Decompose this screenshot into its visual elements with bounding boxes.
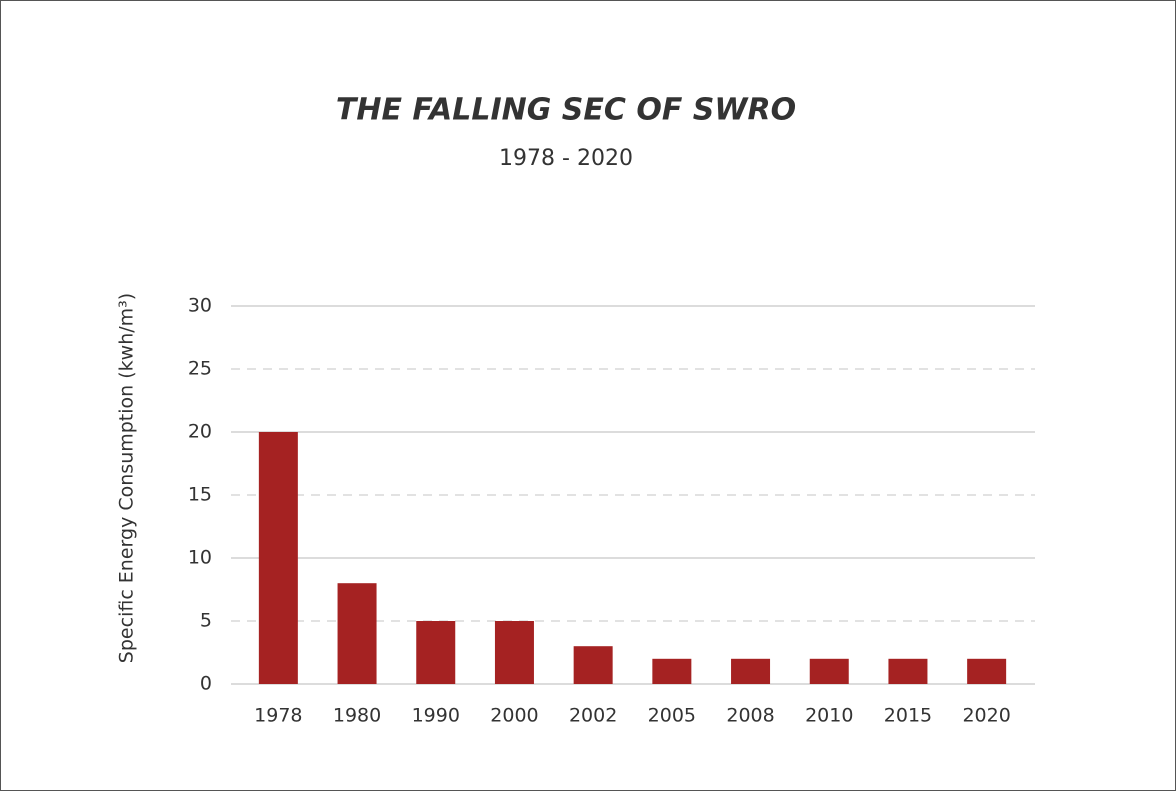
y-tick-label: 10 xyxy=(188,547,212,569)
x-tick-label: 2010 xyxy=(805,705,853,727)
x-tick-label: 2008 xyxy=(726,705,774,727)
bar xyxy=(337,583,377,684)
x-tick-label: 2005 xyxy=(648,705,696,727)
bar xyxy=(967,658,1007,684)
bar xyxy=(652,658,692,684)
bar xyxy=(416,621,456,684)
x-tick-label: 2015 xyxy=(884,705,932,727)
x-tick-label: 2020 xyxy=(962,705,1010,727)
y-tick-label: 0 xyxy=(200,673,212,695)
chart-subtitle: 1978 - 2020 xyxy=(499,146,633,171)
x-tick-label: 1980 xyxy=(333,705,381,727)
x-tick-label: 2002 xyxy=(569,705,617,727)
y-tick-label: 30 xyxy=(188,295,212,317)
bar xyxy=(258,432,298,684)
bar xyxy=(809,658,849,684)
bar xyxy=(494,621,534,684)
y-tick-label: 15 xyxy=(188,484,212,506)
x-tick-label: 2000 xyxy=(490,705,538,727)
bar xyxy=(731,658,771,684)
bar xyxy=(888,658,928,684)
x-tick-label: 1978 xyxy=(254,705,302,727)
x-tick-label: 1990 xyxy=(412,705,460,727)
y-axis-label: Specific Energy Consumption (kwh/m³) xyxy=(116,293,138,663)
y-tick-label: 5 xyxy=(200,610,212,632)
y-tick-label: 20 xyxy=(188,421,212,443)
chart-title: THE FALLING SEC OF SWRO xyxy=(336,93,796,128)
bar xyxy=(573,646,613,684)
y-tick-label: 25 xyxy=(188,358,212,380)
